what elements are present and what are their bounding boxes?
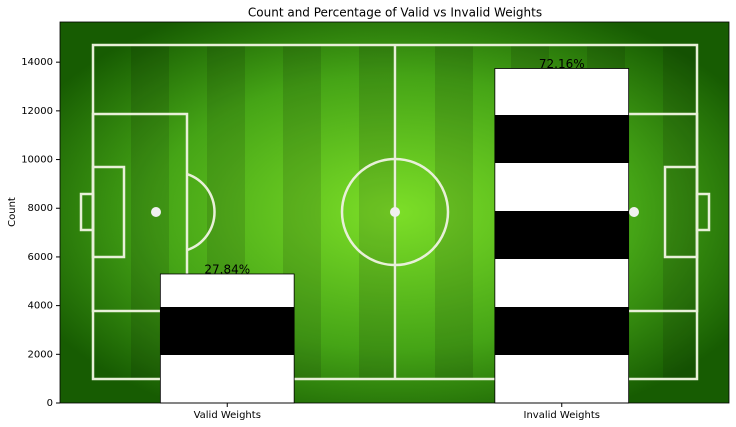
y-axis-label: Count (7, 197, 18, 227)
y-tick-label: 14000 (21, 57, 53, 68)
y-tick-label: 8000 (28, 203, 53, 214)
plot-frame (59, 21, 730, 404)
y-tick-label: 10000 (21, 155, 53, 166)
y-tick-label: 0 (47, 398, 53, 409)
y-tick-label: 6000 (28, 252, 53, 263)
y-tick-label: 12000 (21, 106, 53, 117)
bar (159, 273, 295, 404)
bar-annotation: 72.16% (539, 57, 585, 71)
x-tick-label: Valid Weights (194, 410, 261, 421)
bar-annotation: 27.84% (204, 262, 250, 276)
y-tick-label: 4000 (28, 301, 53, 312)
chart-title: Count and Percentage of Valid vs Invalid… (248, 6, 542, 20)
y-tick-label: 2000 (28, 349, 53, 360)
x-tick-label: Invalid Weights (524, 410, 600, 421)
bar (494, 68, 630, 404)
